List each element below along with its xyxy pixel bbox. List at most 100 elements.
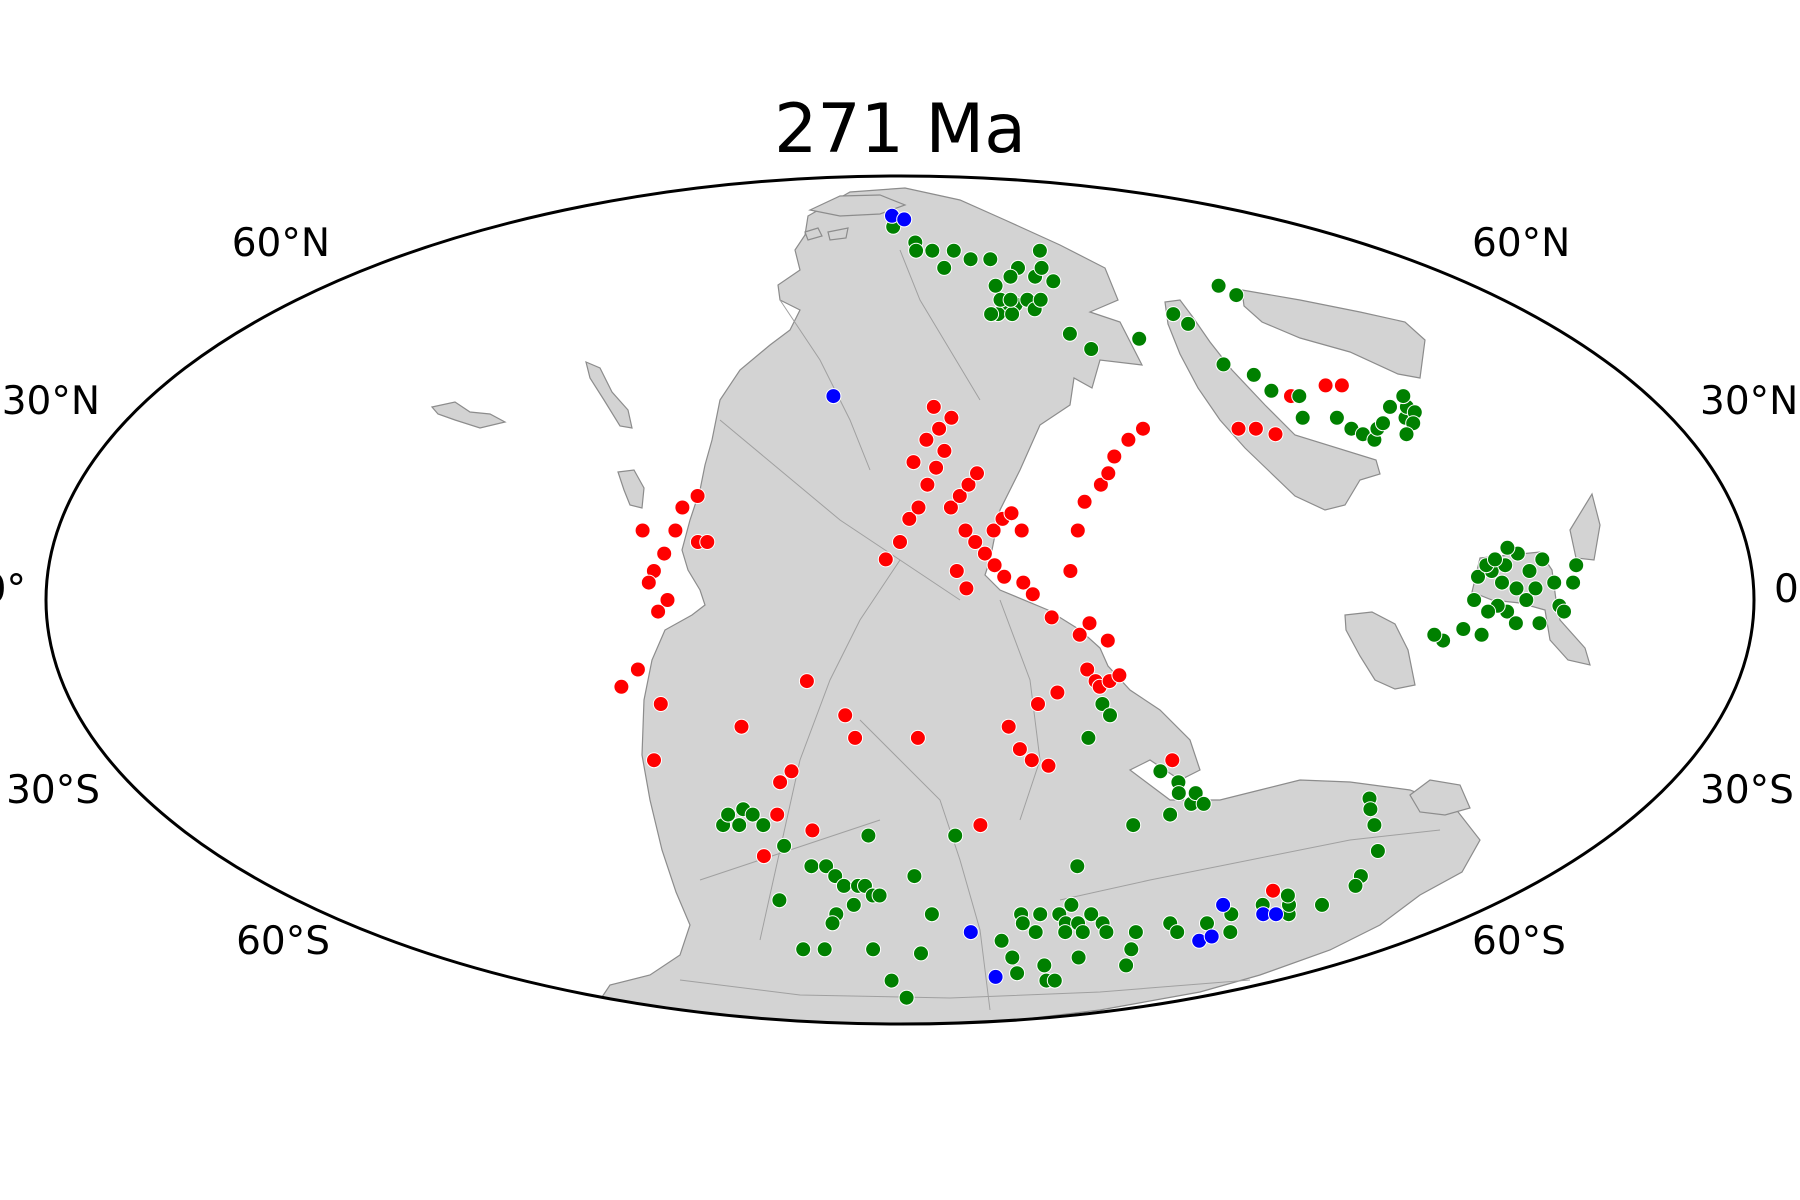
- green-point: [983, 306, 1000, 323]
- red-point: [1092, 476, 1109, 493]
- green-point: [945, 242, 962, 259]
- green-point: [1027, 924, 1044, 941]
- green-point: [924, 242, 941, 259]
- red-point: [919, 476, 936, 493]
- green-point: [771, 892, 788, 909]
- red-point: [1049, 684, 1066, 701]
- green-point: [1046, 972, 1063, 989]
- red-point: [905, 454, 922, 471]
- green-point: [1245, 366, 1262, 383]
- red-point: [1011, 741, 1028, 758]
- green-point: [993, 932, 1010, 949]
- small-island-west-3: [617, 469, 645, 509]
- green-point: [1102, 707, 1118, 724]
- south-fringe-island: [1409, 779, 1471, 816]
- lat-label-60n-left: 60°N: [232, 221, 330, 266]
- green-point: [1032, 906, 1049, 923]
- red-point: [1040, 757, 1057, 774]
- green-point: [1180, 315, 1197, 332]
- red-point: [1230, 420, 1247, 437]
- blue-point: [896, 211, 913, 228]
- green-point: [803, 858, 820, 875]
- green-point: [913, 945, 929, 962]
- red-point: [985, 522, 1002, 539]
- red-point: [892, 534, 908, 550]
- green-point: [835, 877, 852, 894]
- green-point: [871, 887, 888, 904]
- green-point: [1165, 306, 1182, 323]
- red-point: [659, 592, 676, 608]
- lat-label-30s-left: 30°S: [6, 768, 100, 813]
- green-point: [1061, 325, 1078, 342]
- red-point: [918, 431, 935, 448]
- red-point: [1013, 522, 1030, 539]
- green-point: [1534, 551, 1551, 568]
- green-point: [1480, 603, 1497, 620]
- red-point: [798, 673, 815, 690]
- red-point: [646, 752, 662, 769]
- green-point: [1031, 242, 1048, 259]
- red-point: [837, 707, 854, 724]
- green-point: [1382, 398, 1398, 415]
- red-point: [1135, 420, 1151, 437]
- red-point: [674, 499, 691, 516]
- green-point: [1033, 259, 1050, 276]
- suture-line: [899, 249, 981, 401]
- red-point: [901, 510, 918, 527]
- green-point: [1063, 896, 1080, 913]
- green-point: [1568, 557, 1585, 574]
- green-point: [1169, 924, 1186, 941]
- green-point: [1499, 539, 1516, 556]
- green-point: [1080, 729, 1097, 746]
- green-point: [865, 941, 882, 958]
- red-point: [948, 563, 965, 579]
- red-point: [769, 806, 786, 823]
- red-point: [772, 774, 789, 791]
- red-point: [1076, 493, 1093, 510]
- green-point: [1187, 785, 1204, 802]
- green-point: [816, 941, 833, 958]
- red-point: [1099, 632, 1116, 649]
- red-point: [909, 729, 926, 746]
- red-point: [877, 551, 894, 568]
- red-point: [1120, 431, 1137, 448]
- latitude-labels: 60°N 60°N 30°N 30°N 0° 0° 30°S 30°S 60°S…: [0, 221, 1800, 964]
- green-point: [1009, 965, 1026, 982]
- suture-line: [1059, 829, 1441, 901]
- suture-line: [679, 979, 1251, 999]
- green-point: [1294, 409, 1311, 426]
- green-point: [898, 989, 915, 1006]
- lat-label-30n-right: 30°N: [1700, 379, 1798, 424]
- lat-label-30n-left: 30°N: [2, 379, 100, 424]
- red-point: [1081, 615, 1098, 632]
- green-point: [1215, 356, 1232, 373]
- red-point: [969, 465, 985, 482]
- green-point: [883, 972, 900, 989]
- green-point: [1473, 626, 1490, 643]
- green-point: [1222, 924, 1239, 941]
- green-point: [923, 906, 940, 923]
- green-point: [731, 817, 748, 834]
- red-point: [656, 545, 673, 562]
- red-point: [967, 534, 984, 550]
- red-point: [1043, 609, 1060, 626]
- red-point: [650, 603, 667, 620]
- lat-label-60n-right: 60°N: [1472, 221, 1570, 266]
- green-point: [1426, 626, 1443, 643]
- green-point: [744, 806, 761, 823]
- red-point: [925, 398, 942, 415]
- green-point: [1032, 291, 1049, 308]
- red-point: [699, 534, 716, 550]
- green-point: [1527, 580, 1544, 597]
- green-point: [1494, 574, 1510, 591]
- arctic-island-3: [827, 227, 849, 241]
- green-point: [1045, 273, 1062, 290]
- continents: [430, 187, 1601, 1024]
- blue-point: [1203, 928, 1220, 945]
- green-point: [1123, 941, 1140, 958]
- green-point: [1369, 843, 1386, 859]
- red-point: [910, 499, 927, 516]
- lat-label-60s-right: 60°S: [1472, 919, 1566, 964]
- red-point: [1247, 420, 1264, 437]
- green-point: [1094, 696, 1111, 712]
